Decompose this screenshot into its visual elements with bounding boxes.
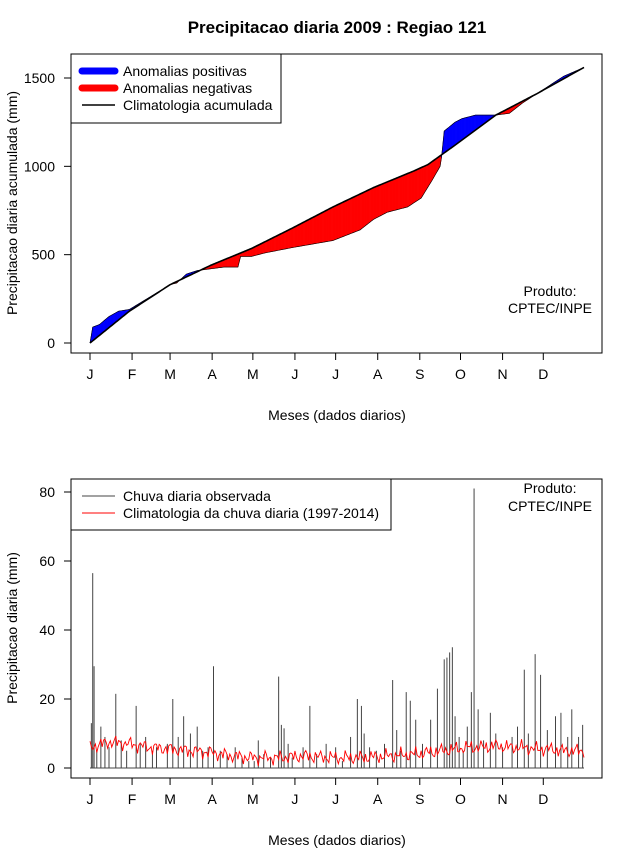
bottom-y-tick-label: 40 (39, 622, 55, 638)
legend-negative-label: Anomalias negativas (123, 80, 252, 96)
top-credit-line2: CPTEC/INPE (508, 300, 592, 316)
bottom-y-axis-label: Precipitacao diaria (mm) (4, 552, 20, 704)
top-month-label: J (291, 366, 298, 382)
top-month-label: O (455, 366, 466, 382)
bottom-x-axis-label: Meses (dados diarios) (268, 832, 406, 848)
top-y-tick-label: 0 (47, 335, 55, 351)
top-month-label: A (207, 366, 217, 382)
bottom-y-axis: 0 20 40 60 80 (39, 484, 72, 776)
legend-daily-clim-label: Climatologia da chuva diaria (1997-2014) (123, 505, 379, 521)
top-month-label: M (164, 366, 176, 382)
top-month-label: J (87, 366, 94, 382)
top-month-label: J (332, 366, 339, 382)
bottom-month-label: M (247, 791, 259, 807)
bottom-month-label: J (332, 791, 339, 807)
bottom-month-label: F (128, 791, 137, 807)
bottom-credit-line1: Produto: (524, 480, 577, 496)
legend-observed-label: Chuva diaria observada (123, 488, 271, 504)
bottom-month-label: N (498, 791, 508, 807)
bottom-credit-line2: CPTEC/INPE (508, 498, 592, 514)
legend-positive-label: Anomalias positivas (123, 63, 247, 79)
top-y-axis-label: Precipitacao diaria acumulada (mm) (4, 91, 20, 315)
bottom-month-label: A (207, 791, 217, 807)
top-credit-line1: Produto: (524, 283, 577, 299)
top-month-label: A (373, 366, 383, 382)
top-legend: Anomalias positivas Anomalias negativas … (70, 53, 282, 124)
bottom-month-label: A (373, 791, 383, 807)
bottom-y-tick-label: 0 (47, 760, 55, 776)
bottom-legend: Chuva diaria observada Climatologia da c… (70, 478, 392, 531)
bottom-month-label: J (291, 791, 298, 807)
top-y-axis: 0 500 1000 1500 (24, 70, 72, 351)
daily-climatology-line (89, 735, 585, 766)
bottom-month-label: S (415, 791, 424, 807)
bottom-month-label: D (538, 791, 548, 807)
bottom-legend-box (70, 478, 392, 531)
top-x-axis-label: Meses (dados diarios) (268, 407, 406, 423)
legend-clim-label: Climatologia acumulada (123, 97, 273, 113)
bottom-month-label: J (87, 791, 94, 807)
bottom-month-label: O (455, 791, 466, 807)
top-y-tick-label: 1500 (24, 70, 55, 86)
top-month-label: D (538, 366, 548, 382)
top-panel: 0 500 1000 1500 J F M A M J J A S O N D Meses (dados d… (4, 53, 603, 423)
daily-spikes (90, 488, 584, 768)
bottom-panel: 0 20 40 60 80 J F M A M J J A S O N D Meses (dados diar… (4, 478, 603, 848)
bottom-month-label: M (164, 791, 176, 807)
climatology-cumulative-line (89, 66, 585, 344)
top-y-tick-label: 1000 (24, 158, 55, 174)
top-month-label: F (128, 366, 137, 382)
top-month-label: S (415, 366, 424, 382)
top-month-label: M (247, 366, 259, 382)
top-y-tick-label: 500 (32, 247, 56, 263)
chart-title: Precipitacao diaria 2009 : Regiao 121 (188, 18, 487, 37)
bottom-y-tick-label: 20 (39, 691, 55, 707)
bottom-y-tick-label: 80 (39, 484, 55, 500)
top-month-label: N (498, 366, 508, 382)
bottom-y-tick-label: 60 (39, 553, 55, 569)
